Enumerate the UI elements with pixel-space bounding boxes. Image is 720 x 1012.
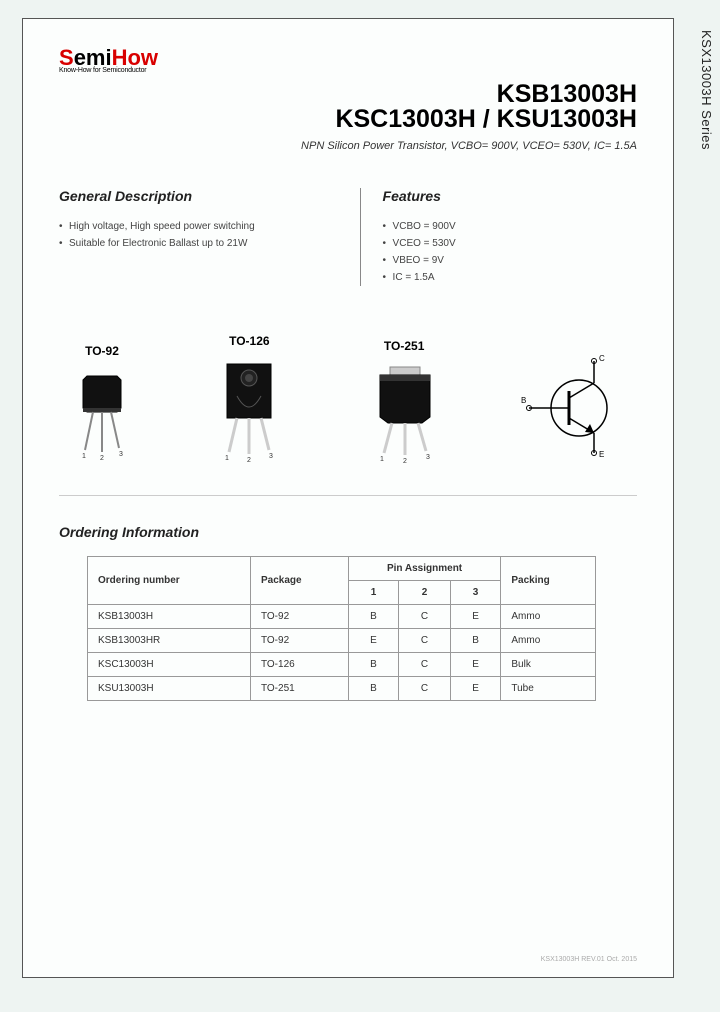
- svg-text:1: 1: [82, 453, 86, 460]
- to251-icon: 1 2 3: [362, 363, 447, 463]
- cell-num: KSU13003H: [88, 677, 251, 701]
- logo-tagline: Know-How for Semiconductor: [59, 67, 637, 74]
- cell-num: KSB13003H: [88, 605, 251, 629]
- package-label-to92: TO-92: [67, 344, 137, 358]
- svg-text:B: B: [521, 396, 526, 405]
- cell-pkg: TO-251: [250, 677, 348, 701]
- general-description-heading: General Description: [59, 188, 338, 204]
- to126-icon: 1 2 3: [209, 358, 289, 463]
- svg-text:2: 2: [247, 457, 251, 463]
- svg-text:3: 3: [269, 453, 273, 460]
- logo-block: SemiHow Know-How for Semiconductor: [59, 47, 637, 74]
- ordering-table: Ordering number Package Pin Assignment P…: [87, 556, 596, 701]
- package-label-to126: TO-126: [209, 334, 289, 348]
- subtitle: NPN Silicon Power Transistor, VCBO= 900V…: [59, 140, 637, 152]
- title-2: KSC13003H / KSU13003H: [59, 105, 637, 134]
- general-description-list: High voltage, High speed power switching…: [59, 218, 338, 252]
- features-list: VCBO = 900V VCEO = 530V VBEO = 9V IC = 1…: [383, 218, 637, 286]
- table-row: KSC13003H TO-126 B C E Bulk: [88, 653, 596, 677]
- th-pin-assignment: Pin Assignment: [348, 557, 501, 581]
- svg-text:2: 2: [100, 455, 104, 462]
- package-to126: TO-126 1 2 3: [209, 334, 289, 463]
- cell-p2: C: [399, 629, 451, 653]
- cell-pack: Bulk: [501, 653, 595, 677]
- cell-p3: E: [450, 677, 501, 701]
- th-packing: Packing: [501, 557, 595, 605]
- svg-text:2: 2: [403, 458, 407, 463]
- table-row: KSU13003H TO-251 B C E Tube: [88, 677, 596, 701]
- package-to92: TO-92 1 2 3: [67, 344, 137, 463]
- th-pin3: 3: [450, 581, 501, 605]
- ordering-heading: Ordering Information: [59, 524, 637, 540]
- package-diagrams: TO-92 1 2 3 TO-126 1: [59, 334, 637, 463]
- table-header-row: Ordering number Package Pin Assignment P…: [88, 557, 596, 581]
- cell-pkg: TO-92: [250, 605, 348, 629]
- cell-num: KSC13003H: [88, 653, 251, 677]
- th-pin2: 2: [399, 581, 451, 605]
- cell-p1: E: [348, 629, 399, 653]
- feat-item: VCEO = 530V: [383, 235, 637, 252]
- svg-text:1: 1: [225, 455, 229, 462]
- cell-p2: C: [399, 677, 451, 701]
- cell-pack: Ammo: [501, 605, 595, 629]
- package-to251: TO-251 1 2 3: [362, 339, 447, 463]
- cell-p2: C: [399, 653, 451, 677]
- footer-rev: KSX13003H REV.01 Oct. 2015: [541, 956, 637, 963]
- cell-p1: B: [348, 605, 399, 629]
- svg-text:3: 3: [426, 454, 430, 461]
- general-description-col: General Description High voltage, High s…: [59, 188, 360, 286]
- info-columns: General Description High voltage, High s…: [59, 188, 637, 286]
- svg-text:1: 1: [380, 456, 384, 463]
- section-divider: [59, 495, 637, 496]
- feat-item: VCBO = 900V: [383, 218, 637, 235]
- package-label-to251: TO-251: [362, 339, 447, 353]
- th-ordering-number: Ordering number: [88, 557, 251, 605]
- title-block: KSB13003H KSC13003H / KSU13003H: [59, 80, 637, 134]
- cell-num: KSB13003HR: [88, 629, 251, 653]
- npn-symbol-icon: C B E: [519, 353, 629, 463]
- desc-item: Suitable for Electronic Ballast up to 21…: [59, 235, 338, 252]
- th-package: Package: [250, 557, 348, 605]
- cell-pkg: TO-92: [250, 629, 348, 653]
- logo: SemiHow: [59, 47, 637, 69]
- side-series-label: KSX13003H Series: [699, 30, 714, 150]
- feat-item: IC = 1.5A: [383, 269, 637, 286]
- cell-p1: B: [348, 653, 399, 677]
- table-row: KSB13003HR TO-92 E C B Ammo: [88, 629, 596, 653]
- transistor-symbol: C B E: [519, 353, 629, 463]
- cell-pkg: TO-126: [250, 653, 348, 677]
- cell-p3: B: [450, 629, 501, 653]
- th-pin1: 1: [348, 581, 399, 605]
- table-row: KSB13003H TO-92 B C E Ammo: [88, 605, 596, 629]
- svg-text:E: E: [599, 450, 604, 459]
- svg-text:3: 3: [119, 451, 123, 458]
- cell-p3: E: [450, 605, 501, 629]
- features-col: Features VCBO = 900V VCEO = 530V VBEO = …: [360, 188, 637, 286]
- datasheet-page: SemiHow Know-How for Semiconductor KSB13…: [22, 18, 674, 978]
- feat-item: VBEO = 9V: [383, 252, 637, 269]
- to92-icon: 1 2 3: [67, 368, 137, 463]
- cell-pack: Ammo: [501, 629, 595, 653]
- cell-p3: E: [450, 653, 501, 677]
- cell-p1: B: [348, 677, 399, 701]
- desc-item: High voltage, High speed power switching: [59, 218, 338, 235]
- svg-text:C: C: [599, 354, 605, 363]
- cell-p2: C: [399, 605, 451, 629]
- features-heading: Features: [383, 188, 637, 204]
- cell-pack: Tube: [501, 677, 595, 701]
